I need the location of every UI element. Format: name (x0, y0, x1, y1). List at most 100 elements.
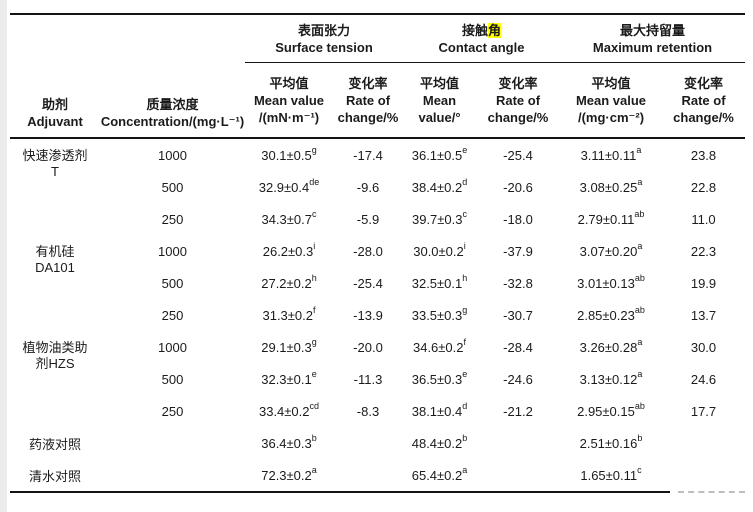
cell-concentration: 250 (161, 211, 184, 227)
subheader-mr-rate: 变化率 Rate of change/% (662, 62, 745, 139)
mean-value: 2.51±0.16 (579, 435, 638, 451)
mean-value: 3.01±0.13 (577, 275, 635, 291)
cell-concentration: 250 (161, 403, 184, 419)
significance-letter: a (311, 465, 317, 476)
significance-letter: g (311, 145, 317, 156)
significance-letter: c (637, 465, 642, 476)
cell-ca-rate: -21.2 (503, 403, 533, 419)
cell-st-mean: 29.1±0.3g (245, 331, 333, 363)
mean-value: 26.2±0.3 (262, 243, 314, 259)
cell-mr-rate: 22.3 (690, 243, 717, 259)
cell-adjuvant: 植物油类助 剂HZS (10, 331, 100, 427)
adjuvant-name-line2: T (51, 164, 59, 179)
table-row: 250 31.3±0.2f -13.9 33.5±0.3g -30.7 2.85… (10, 299, 745, 331)
significance-letter: e (462, 369, 468, 380)
significance-letter: e (462, 145, 468, 156)
group-max-retention-en: Maximum retention (592, 39, 713, 55)
cell-ca-rate: -25.4 (503, 147, 533, 163)
subheader-en2: /(mN·m⁻¹) (258, 109, 320, 125)
significance-letter: g (311, 337, 317, 348)
subheader-en2: change/% (673, 109, 734, 125)
cell-mr-rate (662, 459, 745, 491)
mean-value: 30.0±0.2 (413, 243, 464, 259)
cell-ca-mean: 38.4±0.2d (403, 171, 476, 203)
cell-concentration: 250 (161, 307, 184, 323)
significance-letter: a (637, 177, 643, 188)
subheader-en1: Mean (422, 92, 457, 108)
page-margin-strip (0, 0, 7, 512)
table-row: 植物油类助 剂HZS 1000 29.1±0.3g -20.0 34.6±0.2… (10, 331, 745, 371)
mean-value: 32.5±0.1 (411, 275, 463, 291)
cell-concentration (100, 459, 245, 491)
cell-ca-mean: 30.0±0.2i (403, 235, 476, 267)
mean-value: 36.4±0.3 (261, 435, 312, 451)
significance-letter: ab (634, 273, 645, 284)
subheader-mr-mean: 平均值 Mean value /(mg·cm⁻²) (560, 62, 662, 139)
mean-value: 39.7±0.3 (411, 211, 463, 227)
results-table-container: 助剂 Adjuvant 质量浓度 Concentration/(mg·L⁻¹) … (10, 13, 745, 493)
mean-value: 34.3±0.7 (261, 211, 312, 227)
cell-st-mean: 31.3±0.2f (245, 299, 333, 331)
table-row: 药液对照 36.4±0.3b 48.4±0.2b 2.51±0.16b (10, 427, 745, 459)
significance-letter: d (462, 401, 468, 412)
cell-ca-mean: 36.1±0.5e (403, 138, 476, 171)
cell-st-mean: 30.1±0.5g (245, 138, 333, 171)
cell-mr-mean: 3.11±0.11a (560, 138, 662, 171)
subheader-zh: 平均值 (419, 75, 459, 91)
mean-value: 36.1±0.5 (411, 147, 463, 163)
cell-mr-mean: 3.07±0.20a (560, 235, 662, 267)
cell-mr-mean: 3.13±0.12a (560, 363, 662, 395)
cell-concentration: 500 (161, 179, 184, 195)
mean-value: 3.08±0.25 (579, 179, 638, 195)
cell-concentration (100, 427, 245, 459)
cell-ca-rate: -20.6 (503, 179, 533, 195)
cell-st-mean: 33.4±0.2cd (245, 395, 333, 427)
cell-st-mean: 26.2±0.3i (245, 235, 333, 267)
header-group-surface-tension: 表面张力 Surface tension (245, 14, 403, 63)
significance-letter: g (462, 305, 468, 316)
mean-value: 72.3±0.2 (261, 467, 312, 483)
subheader-zh: 变化率 (498, 75, 538, 91)
adjuvant-name-line1: 快速渗透剂 (22, 148, 88, 163)
bottom-rule-solid-segment (10, 491, 670, 493)
cell-mr-mean: 2.85±0.23ab (560, 299, 662, 331)
cell-st-mean: 72.3±0.2a (245, 459, 333, 491)
adjuvant-name-line1: 植物油类助 (22, 340, 88, 355)
cell-ca-rate: -28.4 (503, 339, 533, 355)
significance-letter: b (637, 433, 643, 444)
subheader-en1: Rate of (495, 92, 541, 108)
mean-value: 32.3±0.1 (261, 371, 312, 387)
header-concentration-zh: 质量浓度 (146, 97, 199, 112)
group-header-row: 助剂 Adjuvant 质量浓度 Concentration/(mg·L⁻¹) … (10, 14, 745, 139)
cell-st-rate: -25.4 (353, 275, 383, 291)
mean-value: 65.4±0.2 (411, 467, 463, 483)
significance-letter: i (313, 241, 316, 252)
group-contact-angle-zh: 接触角 (403, 22, 560, 39)
subheader-en2: /(mg·cm⁻²) (577, 109, 645, 125)
subheader-en1: Rate of (345, 92, 391, 108)
significance-letter: f (463, 337, 467, 348)
cell-st-rate: -9.6 (356, 179, 380, 195)
header-adjuvant: 助剂 Adjuvant (10, 14, 100, 139)
significance-letter: f (313, 305, 316, 316)
search-highlight: 角 (488, 22, 502, 38)
cell-ca-mean: 38.1±0.4d (403, 395, 476, 427)
cell-ca-mean: 39.7±0.3c (403, 203, 476, 235)
header-adjuvant-zh: 助剂 (41, 97, 68, 112)
cell-mr-mean: 3.01±0.13ab (560, 267, 662, 299)
significance-letter: e (311, 369, 317, 380)
cell-mr-mean: 3.26±0.28a (560, 331, 662, 363)
header-group-contact-angle: 接触角 Contact angle (403, 14, 560, 63)
mean-value: 34.6±0.2 (412, 339, 464, 355)
contact-angle-zh-text: 接触 (461, 22, 488, 38)
cell-mr-mean: 2.79±0.11ab (560, 203, 662, 235)
cell-mr-mean: 3.08±0.25a (560, 171, 662, 203)
subheader-en2: value/° (418, 109, 461, 125)
cell-mr-rate: 13.7 (690, 307, 717, 323)
group-contact-angle-en: Contact angle (438, 39, 525, 55)
cell-st-mean: 36.4±0.3b (245, 427, 333, 459)
header-concentration-en: Concentration/(mg·L⁻¹) (100, 114, 245, 129)
cell-ca-rate: -24.6 (503, 371, 533, 387)
mean-value: 1.65±0.11 (580, 467, 638, 483)
mean-value: 27.2±0.2 (261, 275, 312, 291)
